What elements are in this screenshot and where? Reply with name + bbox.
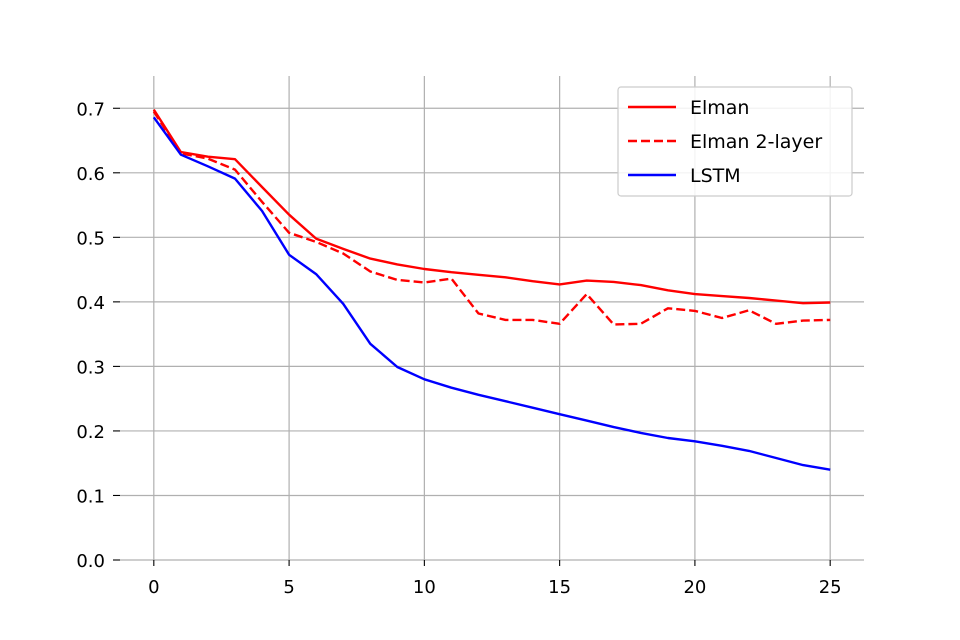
- x-tick-label: 0: [148, 577, 159, 598]
- y-tick-label: 0.4: [76, 293, 105, 314]
- y-tick-label: 0.1: [76, 486, 105, 507]
- x-tick-label: 10: [413, 577, 436, 598]
- y-tick-label: 0.2: [76, 422, 105, 443]
- y-tick-label: 0.3: [76, 357, 105, 378]
- legend-label-elman-2-layer: Elman 2-layer: [690, 131, 822, 153]
- legend: Elman Elman 2-layer LSTM: [617, 86, 853, 197]
- series-line-lstm: [152, 116, 831, 471]
- axes: 0 5 10 15 20 25 0.0 0.1 0.2 0.3 0.4 0.5 0.6 0.7: [76, 99, 841, 598]
- y-tick-label: 0.7: [76, 99, 105, 120]
- y-tick-label: 0.5: [76, 228, 105, 249]
- x-tick-label: 20: [683, 577, 706, 598]
- x-tick-label: 25: [819, 577, 842, 598]
- legend-label-lstm: LSTM: [690, 165, 741, 187]
- series-lines: [152, 108, 831, 471]
- legend-label-elman: Elman: [690, 97, 749, 119]
- legend-box: [617, 86, 853, 197]
- y-tick-label: 0.6: [76, 164, 105, 185]
- series-line-elman: [152, 108, 831, 305]
- series-line-elman-2-layer: [152, 110, 831, 326]
- y-tick-label: 0.0: [76, 551, 105, 572]
- x-tick-label: 15: [548, 577, 571, 598]
- x-tick-label: 5: [283, 577, 294, 598]
